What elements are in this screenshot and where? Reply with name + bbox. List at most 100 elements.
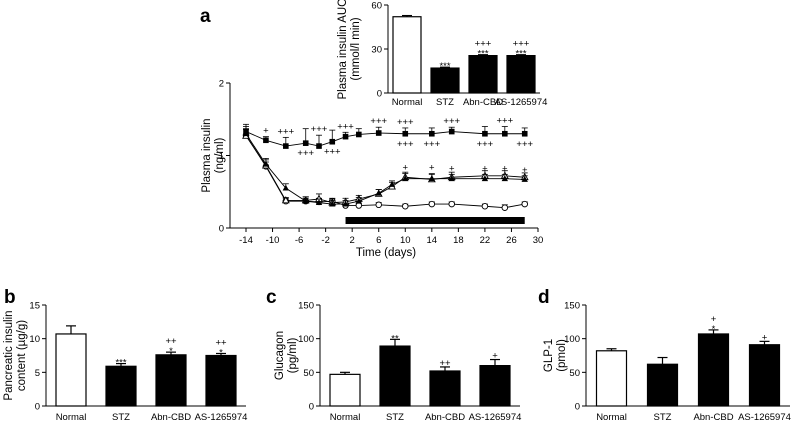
category-label: STZ <box>436 97 454 108</box>
significance-plus: +++ <box>496 116 513 127</box>
marker-abn-cbd <box>262 160 270 167</box>
panel-b-bar-chart: 0 5 10 15 Pancreatic insulin content (µg/g) No… <box>3 301 247 424</box>
significance-star: * <box>219 347 223 358</box>
panel-c-bar-chart: 0 50 100 150 Glucagon (pg/ml) Normal ** STZ ++ Abn… <box>274 301 521 424</box>
y-tick-label: 50 <box>303 368 314 379</box>
panel-letter-b: b <box>4 287 16 308</box>
panel-letter-d: d <box>538 287 550 308</box>
category-label: AS-1265974 <box>738 412 791 423</box>
category-label: AS-1265974 <box>495 97 548 108</box>
y-axis-title: (mmol/l min) <box>350 17 362 80</box>
y-tick-label: 0 <box>219 224 224 235</box>
marker-normal <box>402 130 409 137</box>
significance-plus: +++ <box>311 124 328 135</box>
bar-normal <box>595 350 628 407</box>
significance-star: *** <box>439 61 450 72</box>
y-axis-title: (pg/ml) <box>287 337 299 373</box>
x-tick-label: 30 <box>533 235 544 246</box>
significance-plus: + <box>449 163 455 174</box>
category-label: AS-1265974 <box>469 412 522 423</box>
marker-normal <box>356 131 362 138</box>
marker-abn-cbd <box>521 176 528 182</box>
significance-star: *** <box>115 358 126 369</box>
category-label: Abn-CBD <box>463 97 503 108</box>
marker-abn-cbd <box>342 200 349 207</box>
bar-as-1265974 <box>748 344 781 407</box>
marker-normal <box>448 128 455 135</box>
category-label: AS-1265974 <box>195 412 248 423</box>
y-tick-label: 0 <box>309 402 314 413</box>
bar-as-1265974 <box>479 365 511 407</box>
y-axis-title: (ng/ml) <box>214 137 226 173</box>
significance-star: * <box>712 324 716 335</box>
y-tick-label: 50 <box>569 368 580 379</box>
y-tick-label: 100 <box>298 334 314 345</box>
x-tick-label: 6 <box>376 235 381 246</box>
y-tick-label: 0 <box>35 402 40 413</box>
significance-plus: +++ <box>513 39 530 50</box>
y-tick-label: 2 <box>219 79 224 90</box>
series-line-abn-cbd <box>245 133 525 205</box>
significance-plus: +++ <box>423 139 440 150</box>
marker-normal <box>329 138 336 145</box>
marker-abn-cbd <box>315 199 323 206</box>
marker-abn-cbd <box>302 197 309 204</box>
x-tick-label: 26 <box>506 235 517 246</box>
marker-normal <box>263 137 269 144</box>
category-label: Normal <box>56 412 87 423</box>
x-tick-label: 2 <box>350 235 355 246</box>
bar-as-1265974 <box>205 354 237 407</box>
marker-stz <box>402 202 409 210</box>
category-label: STZ <box>386 412 404 423</box>
x-axis-title: Time (days) <box>356 247 416 259</box>
marker-abn-cbd <box>428 175 436 182</box>
panel-letter-c: c <box>266 287 277 308</box>
significance-plus: +++ <box>297 148 314 159</box>
marker-stz <box>501 204 509 211</box>
marker-abn-cbd <box>402 175 409 182</box>
significance-plus: + <box>522 165 528 176</box>
significance-plus: +++ <box>477 139 494 150</box>
bar-normal <box>392 16 422 94</box>
category-label: Normal <box>392 97 423 108</box>
category-label: STZ <box>112 412 130 423</box>
marker-abn-cbd <box>375 189 382 196</box>
marker-stz <box>448 200 455 208</box>
category-label: Abn-CBD <box>151 412 191 423</box>
significance-plus: +++ <box>475 39 492 50</box>
bar-stz <box>430 67 460 94</box>
y-axis-title: Pancreatic insulin <box>3 310 15 400</box>
x-tick-label: -6 <box>295 235 303 246</box>
marker-as-1265974 <box>281 196 290 204</box>
significance-plus: ++ <box>215 337 227 348</box>
marker-stz <box>428 200 436 208</box>
category-label: Normal <box>330 412 361 423</box>
marker-normal <box>521 130 528 137</box>
significance-plus: +++ <box>370 116 387 127</box>
bar-normal <box>55 333 87 407</box>
marker-abn-cbd <box>282 184 290 191</box>
bar-abn-cbd <box>697 333 730 407</box>
significance-plus: + <box>711 314 717 325</box>
y-tick-label: 150 <box>298 301 314 312</box>
x-tick-label: 22 <box>480 235 491 246</box>
bar-stz <box>646 363 679 407</box>
significance-plus: +++ <box>397 139 414 150</box>
marker-normal <box>429 130 435 137</box>
significance-star: * <box>169 346 173 357</box>
significance-star: *** <box>515 49 526 60</box>
marker-normal <box>302 140 309 146</box>
marker-normal <box>502 130 508 137</box>
y-tick-label: 1 <box>219 151 224 162</box>
y-tick-label: 15 <box>29 301 40 312</box>
significance-plus: +++ <box>277 126 294 137</box>
x-tick-label: 10 <box>400 235 411 246</box>
bar-stz <box>379 345 411 407</box>
category-label: STZ <box>654 412 672 423</box>
significance-plus: +++ <box>337 121 354 132</box>
significance-plus: + <box>492 351 498 362</box>
marker-stz <box>375 201 382 209</box>
